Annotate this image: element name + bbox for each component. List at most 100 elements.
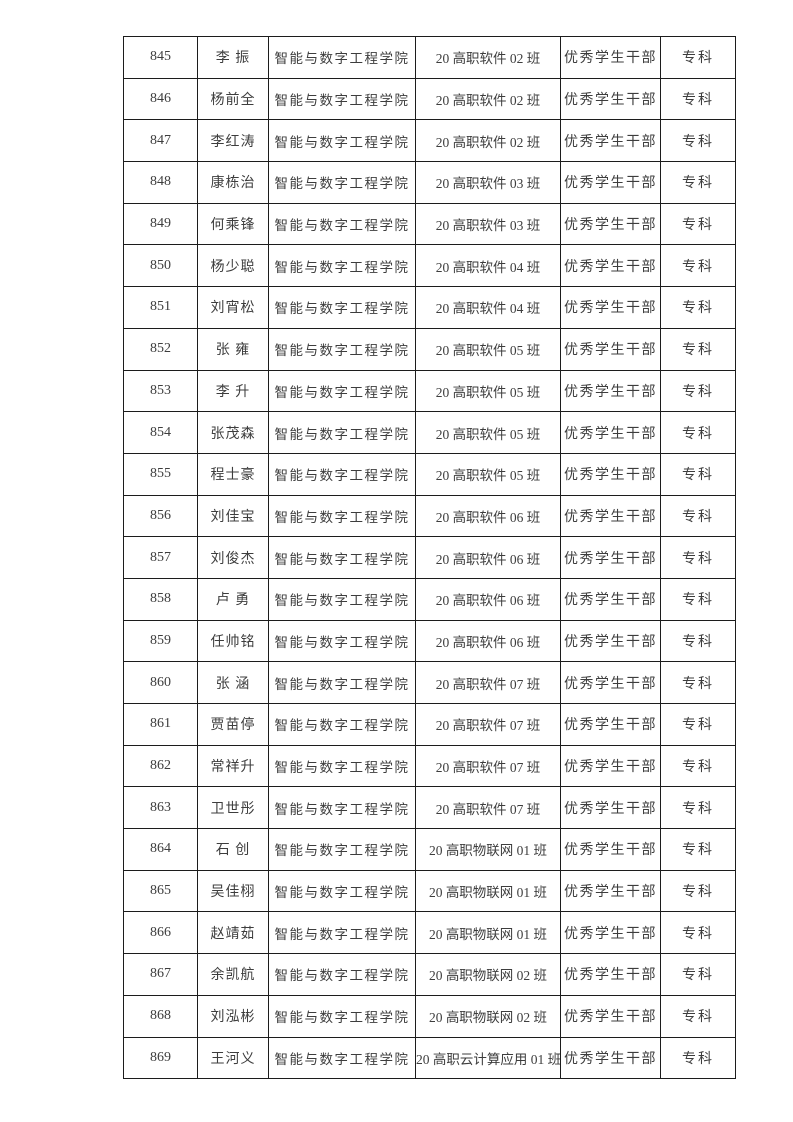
cell-level: 专科 (660, 619, 736, 663)
cell-no: 866 (123, 911, 198, 955)
cell-level: 专科 (660, 244, 736, 288)
cell-no: 852 (123, 327, 198, 371)
cell-name: 赵靖茹 (197, 911, 269, 955)
table-row: 869 王河义 智能与数字工程学院 20 高职云计算应用 01 班优秀学生干部 专科 (123, 1036, 736, 1080)
table-row: 846 杨前全 智能与数字工程学院 20 高职软件 02 班优秀学生干部 专科 (123, 77, 736, 121)
cell-name: 刘佳宝 (197, 494, 269, 538)
table-row: 845 李 振智能与数字工程学院 20 高职软件 02 班优秀学生干部 专科 (123, 36, 736, 79)
cell-college: 智能与数字工程学院 (268, 244, 416, 288)
cell-level: 专科 (660, 536, 736, 579)
table-row: 857 刘俊杰 智能与数字工程学院 20 高职软件 06 班优秀学生干部 专科 (123, 536, 736, 579)
cell-name: 刘宵松 (197, 286, 269, 329)
table-row: 860 张 涵智能与数字工程学院 20 高职软件 07 班优秀学生干部 专科 (123, 661, 736, 704)
cell-college: 智能与数字工程学院 (268, 536, 416, 579)
cell-name: 石 创 (197, 828, 269, 871)
cell-no: 864 (123, 828, 198, 871)
table-row: 849 何乘锋 智能与数字工程学院 20 高职软件 03 班优秀学生干部 专科 (123, 202, 736, 246)
cell-award: 优秀学生干部 (560, 1036, 661, 1080)
cell-level: 专科 (660, 786, 736, 830)
table-row: 868 刘泓彬 智能与数字工程学院 20 高职物联网 02 班优秀学生干部 专科 (123, 994, 736, 1038)
cell-name: 王河义 (197, 1036, 269, 1080)
cell-award: 优秀学生干部 (560, 286, 661, 329)
cell-name: 卢 勇 (197, 577, 269, 621)
award-table-body: 845 李 振智能与数字工程学院 20 高职软件 02 班优秀学生干部 专科 846 杨前… (123, 36, 736, 1080)
cell-class: 20 高职软件 07 班 (415, 786, 561, 830)
cell-college: 智能与数字工程学院 (268, 36, 416, 79)
cell-no: 858 (123, 577, 198, 621)
table-row: 854 张茂森 智能与数字工程学院 20 高职软件 05 班优秀学生干部 专科 (123, 411, 736, 454)
cell-award: 优秀学生干部 (560, 953, 661, 996)
cell-level: 专科 (660, 828, 736, 871)
cell-name: 卫世彤 (197, 786, 269, 830)
table-row: 851 刘宵松 智能与数字工程学院 20 高职软件 04 班优秀学生干部 专科 (123, 286, 736, 329)
table-row: 864 石 创智能与数字工程学院 20 高职物联网 01 班优秀学生干部 专科 (123, 828, 736, 871)
cell-name: 康栋治 (197, 161, 269, 204)
cell-class: 20 高职软件 04 班 (415, 244, 561, 288)
cell-class: 20 高职软件 07 班 (415, 661, 561, 704)
cell-name: 刘泓彬 (197, 994, 269, 1038)
cell-class: 20 高职物联网 02 班 (415, 994, 561, 1038)
cell-award: 优秀学生干部 (560, 161, 661, 204)
cell-class: 20 高职软件 03 班 (415, 161, 561, 204)
cell-class: 20 高职软件 06 班 (415, 619, 561, 663)
cell-no: 851 (123, 286, 198, 329)
cell-name: 刘俊杰 (197, 536, 269, 579)
cell-award: 优秀学生干部 (560, 36, 661, 79)
cell-award: 优秀学生干部 (560, 536, 661, 579)
cell-college: 智能与数字工程学院 (268, 703, 416, 746)
cell-no: 860 (123, 661, 198, 704)
cell-name: 程士豪 (197, 452, 269, 496)
cell-award: 优秀学生干部 (560, 119, 661, 163)
cell-class: 20 高职软件 06 班 (415, 494, 561, 538)
cell-no: 859 (123, 619, 198, 663)
cell-award: 优秀学生干部 (560, 869, 661, 913)
table-row: 861 贾苗停 智能与数字工程学院 20 高职软件 07 班优秀学生干部 专科 (123, 703, 736, 746)
cell-level: 专科 (660, 452, 736, 496)
cell-class: 20 高职软件 07 班 (415, 703, 561, 746)
cell-level: 专科 (660, 36, 736, 79)
table-row: 866 赵靖茹 智能与数字工程学院 20 高职物联网 01 班优秀学生干部 专科 (123, 911, 736, 955)
cell-class: 20 高职软件 05 班 (415, 411, 561, 454)
cell-no: 850 (123, 244, 198, 288)
cell-class: 20 高职软件 05 班 (415, 327, 561, 371)
cell-college: 智能与数字工程学院 (268, 161, 416, 204)
cell-award: 优秀学生干部 (560, 786, 661, 830)
cell-name: 何乘锋 (197, 202, 269, 246)
cell-award: 优秀学生干部 (560, 994, 661, 1038)
cell-award: 优秀学生干部 (560, 411, 661, 454)
cell-name: 吴佳栩 (197, 869, 269, 913)
cell-class: 20 高职软件 03 班 (415, 202, 561, 246)
cell-no: 863 (123, 786, 198, 830)
table-row: 867 余凯航 智能与数字工程学院 20 高职物联网 02 班优秀学生干部 专科 (123, 953, 736, 996)
cell-class: 20 高职软件 02 班 (415, 77, 561, 121)
table-row: 863 卫世彤 智能与数字工程学院 20 高职软件 07 班优秀学生干部 专科 (123, 786, 736, 830)
cell-level: 专科 (660, 1036, 736, 1080)
cell-award: 优秀学生干部 (560, 244, 661, 288)
cell-no: 855 (123, 452, 198, 496)
cell-no: 861 (123, 703, 198, 746)
cell-no: 853 (123, 369, 198, 413)
cell-level: 专科 (660, 77, 736, 121)
cell-college: 智能与数字工程学院 (268, 619, 416, 663)
cell-class: 20 高职软件 02 班 (415, 119, 561, 163)
cell-no: 848 (123, 161, 198, 204)
cell-name: 张 雍 (197, 327, 269, 371)
cell-name: 杨少聪 (197, 244, 269, 288)
cell-award: 优秀学生干部 (560, 661, 661, 704)
table-row: 847 李红涛 智能与数字工程学院 20 高职软件 02 班优秀学生干部 专科 (123, 119, 736, 163)
cell-college: 智能与数字工程学院 (268, 869, 416, 913)
cell-class: 20 高职软件 05 班 (415, 369, 561, 413)
cell-level: 专科 (660, 494, 736, 538)
cell-name: 任帅铭 (197, 619, 269, 663)
cell-award: 优秀学生干部 (560, 77, 661, 121)
cell-class: 20 高职物联网 01 班 (415, 828, 561, 871)
table-row: 859 任帅铭 智能与数字工程学院 20 高职软件 06 班优秀学生干部 专科 (123, 619, 736, 663)
cell-no: 857 (123, 536, 198, 579)
table-row: 850 杨少聪 智能与数字工程学院 20 高职软件 04 班优秀学生干部 专科 (123, 244, 736, 288)
cell-name: 李红涛 (197, 119, 269, 163)
cell-college: 智能与数字工程学院 (268, 494, 416, 538)
cell-college: 智能与数字工程学院 (268, 577, 416, 621)
cell-no: 846 (123, 77, 198, 121)
cell-no: 867 (123, 953, 198, 996)
